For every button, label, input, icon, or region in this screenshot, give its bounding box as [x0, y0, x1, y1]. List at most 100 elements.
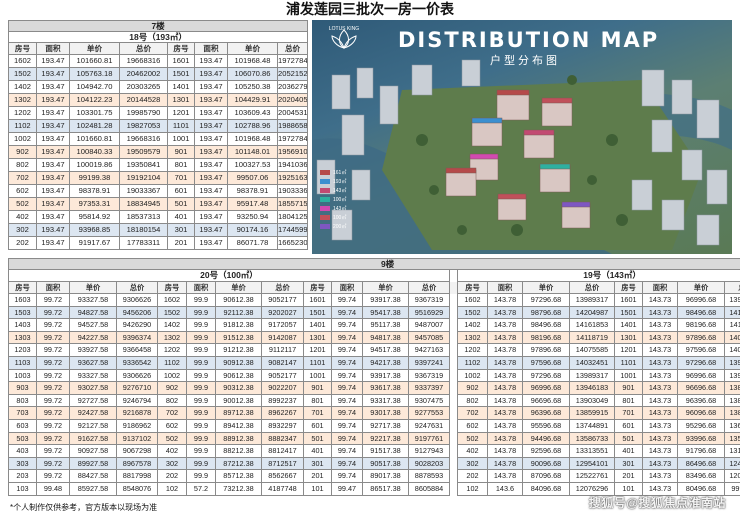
table-cell: 193.47 [36, 236, 70, 250]
column-header: 房号 [303, 281, 332, 294]
table-cell: 402 [157, 444, 187, 458]
table-cell: 13984452 [723, 355, 740, 370]
table-cell: 501 [614, 431, 643, 446]
table-cell: 1401 [167, 80, 195, 94]
table-cell: 1302 [457, 330, 488, 345]
table-cell: 89927.58 [69, 456, 117, 471]
table-cell: 14075585 [569, 343, 615, 357]
table-cell: 9247631 [408, 418, 450, 433]
table-cell: 601 [614, 418, 643, 433]
map-title: DISTRIBUTION MAP [398, 28, 660, 52]
table-cell: 103 [8, 481, 37, 496]
table-cell: 19251631 [276, 171, 309, 185]
table-cell: 13946183 [569, 381, 615, 395]
table-cell: 90012.38 [215, 393, 262, 408]
table-row: 1103 99.72 93627.58 9336542 1102 99.9 90912.38… [8, 355, 740, 370]
table-cell: 193.47 [36, 210, 70, 224]
table-cell: 14027571 [723, 343, 740, 357]
building9-price-table: 9楼 20号（100㎡） 19号（143㎡） 房号 面积 单价 总价 房号 面积 单价 总价房… [7, 258, 740, 496]
table-cell: 96996.68 [522, 381, 570, 395]
column-gap [449, 457, 458, 470]
table-cell: 402 [457, 444, 488, 458]
table-cell: 99.74 [331, 469, 363, 483]
table-cell: 1201 [614, 343, 643, 357]
table-cell: 99.72 [36, 293, 70, 307]
map-aerial-render [312, 59, 732, 254]
table-cell: 801 [167, 158, 195, 172]
table-cell: 9142087 [261, 330, 304, 345]
table-row: 303 99.72 89927.58 8967578 302 99.9 87212.38 87… [8, 456, 740, 471]
table-cell: 9216878 [116, 406, 158, 420]
column-header: 单价 [69, 42, 120, 55]
table-cell: 99.72 [36, 368, 70, 383]
table-cell: 701 [167, 171, 195, 185]
table-cell: 104942.70 [69, 80, 120, 94]
legend-label: 100㎡ [333, 197, 347, 203]
table-cell: 1501 [303, 305, 332, 320]
table-cell: 301 [167, 223, 195, 237]
legend-item: 100㎡ [320, 215, 372, 222]
column-header: 单价 [227, 42, 278, 55]
table-cell: 14118719 [569, 330, 615, 345]
table-cell: 1102 [157, 355, 187, 370]
table-cell: 143.78 [487, 469, 523, 483]
table-cell: 91512.38 [215, 330, 262, 345]
table-cell: 143.73 [642, 406, 678, 420]
table-cell: 1501 [614, 305, 643, 320]
table-cell: 86496.68 [677, 456, 725, 471]
legend-item: 143㎡ [320, 188, 372, 195]
table-cell: 1601 [614, 293, 643, 307]
legend-swatch [320, 170, 330, 176]
table-cell: 13510143 [723, 431, 740, 446]
column-gap [449, 369, 458, 382]
table-cell: 91812.38 [215, 318, 262, 332]
table-cell: 302 [157, 456, 187, 471]
table-cell: 1302 [8, 93, 37, 107]
table-cell: 99.47 [331, 481, 363, 496]
table-cell: 99.9 [186, 305, 216, 320]
table-cell: 88912.38 [215, 431, 262, 446]
table-cell: 9082147 [261, 355, 304, 370]
column-header: 房号 [157, 281, 187, 294]
table-cell: 96996.68 [677, 368, 725, 383]
table-cell: 87096.68 [522, 469, 570, 483]
column-gap [449, 343, 458, 357]
table-cell: 602 [157, 418, 187, 433]
table-cell: 193.47 [36, 132, 70, 146]
table-cell: 301 [303, 456, 332, 471]
table-row: 802 193.47 100019.86 19350841 801 193.47 10032… [8, 158, 309, 172]
table-cell: 103609.43 [227, 106, 278, 120]
table-cell: 20521529 [276, 67, 309, 81]
table-cell: 99.72 [36, 381, 70, 395]
table-cell: 601 [167, 184, 195, 198]
table-cell: 18834945 [119, 197, 168, 211]
table-cell: 19410368 [276, 158, 309, 172]
table-cell: 20144528 [119, 93, 168, 107]
table-cell: 143.78 [487, 431, 523, 446]
table-cell: 99.74 [331, 318, 363, 332]
table-cell: 95917.48 [227, 197, 278, 211]
table-cell: 1202 [8, 106, 37, 120]
table-cell: 1301 [303, 330, 332, 345]
table-cell: 8882347 [261, 431, 304, 446]
map-subtitle: 户型分布图 [490, 55, 560, 67]
table-cell: 143.73 [642, 393, 678, 408]
table-cell: 95596.68 [522, 418, 570, 433]
table-cell: 94517.38 [362, 343, 409, 357]
table-cell: 193.47 [194, 197, 228, 211]
legend-label: 161㎡ [333, 170, 347, 176]
table-cell: 92112.38 [215, 305, 262, 320]
table-cell: 803 [8, 393, 37, 408]
table-cell: 193.47 [194, 132, 228, 146]
table-cell: 9197761 [408, 431, 450, 446]
table-cell: 1101 [614, 355, 643, 370]
table-cell: 193.47 [194, 119, 228, 133]
table-cell: 501 [167, 197, 195, 211]
table-cell: 89017.38 [362, 469, 409, 483]
table-cell: 193.47 [194, 236, 228, 250]
table-cell: 9306626 [116, 293, 158, 307]
table-cell: 99.72 [36, 406, 70, 420]
table-cell: 501 [303, 431, 332, 446]
column-gap [449, 381, 458, 395]
table-cell: 83496.68 [677, 469, 725, 483]
